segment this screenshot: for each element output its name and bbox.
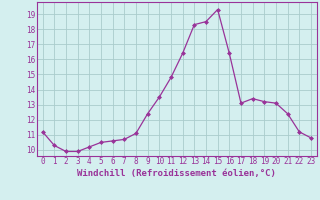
X-axis label: Windchill (Refroidissement éolien,°C): Windchill (Refroidissement éolien,°C) [77, 169, 276, 178]
